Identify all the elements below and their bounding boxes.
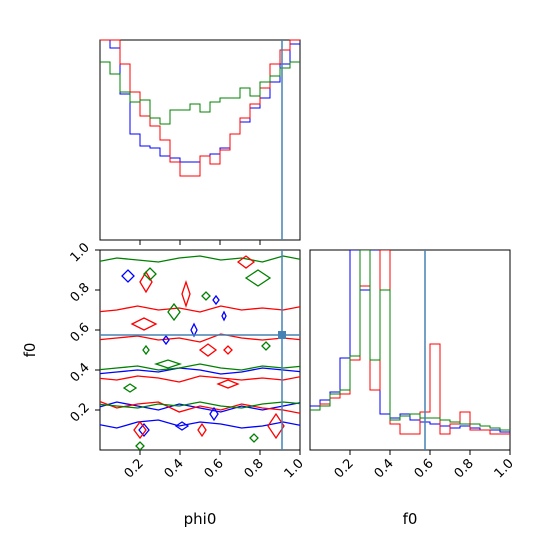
joint-yticks: 0.2 0.4 0.6 0.8 1.0 [68, 240, 100, 425]
joint-contour-band-5 [100, 333, 300, 343]
joint-contour-band-8 [100, 363, 300, 371]
phi0-histograms [100, 39, 300, 177]
phi0-x-tick-label-1: 0.4 [162, 456, 187, 481]
joint-contour-island-3 [162, 334, 170, 346]
phi0-x-tick-label-0: 0.2 [122, 456, 147, 481]
joint-contour-island-25 [153, 359, 183, 369]
phi0-x-tick-label-3: 0.8 [242, 456, 267, 481]
joint-contour-island-8 [139, 270, 153, 294]
joint-contour-island-6 [212, 294, 220, 306]
f0-y-tick-label-1: 0.4 [68, 360, 93, 385]
f0-x-tick-label-4: 1.0 [492, 456, 517, 481]
joint-xticks: 0.2 0.4 0.6 0.8 1.0 [122, 450, 307, 481]
f0-y-tick-label-3: 0.8 [68, 280, 93, 305]
f0-y-tick-label-0: 0.2 [68, 400, 93, 425]
joint-contour-island-18 [143, 267, 157, 281]
f0-x-tick-label-0: 0.2 [332, 456, 357, 481]
joint-contour-island-26 [142, 344, 150, 356]
phi0-hist-series-1 [100, 39, 300, 177]
joint-panel: 0.2 0.4 0.6 0.8 1.0 0.2 0.4 0.6 0.8 1.0 phi0 f0 [21, 240, 307, 528]
f0-x-tick-label-3: 0.8 [452, 456, 477, 481]
f0-histograms [310, 250, 510, 435]
joint-contour-island-10 [130, 317, 158, 331]
joint-contour-island-9 [181, 279, 191, 309]
joint-contour-island-17 [223, 345, 233, 355]
joint-contours [100, 255, 300, 450]
joint-contour-island-11 [236, 255, 256, 269]
f0-hist-series-2 [310, 250, 510, 431]
joint-contour-island-19 [201, 291, 211, 301]
joint-contour-band-9 [100, 255, 300, 263]
f0-axis-label-y: f0 [21, 343, 39, 358]
joint-contour-island-21 [167, 302, 181, 322]
joint-contour-island-14 [216, 379, 240, 389]
phi0-x-tick-label-2: 0.6 [202, 456, 227, 481]
joint-contour-island-4 [209, 406, 219, 422]
joint-contour-band-6 [100, 305, 300, 313]
joint-contour-island-13 [267, 412, 285, 440]
joint-contour-island-20 [244, 269, 272, 287]
joint-contour-island-15 [133, 420, 147, 440]
phi0-marginal-xticks [139, 240, 261, 245]
phi0-axis-label: phi0 [184, 510, 217, 528]
f0-xticks: 0.2 0.4 0.6 0.8 1.0 [332, 450, 517, 481]
f0-x-tick-label-2: 0.6 [412, 456, 437, 481]
phi0-x-tick-label-4: 1.0 [282, 456, 307, 481]
f0-marginal-panel: 0.2 0.4 0.6 0.8 1.0 f0 [309, 249, 517, 528]
phi0-marginal-frame [99, 39, 301, 241]
phi0-hist-series-2 [100, 61, 300, 125]
joint-contour-island-1 [221, 310, 227, 322]
joint-contour-island-24 [249, 433, 259, 443]
f0-axis-label-x: f0 [403, 510, 418, 528]
f0-y-tick-label-2: 0.6 [68, 320, 93, 345]
joint-truth-marker [278, 331, 286, 339]
joint-contour-island-0 [190, 322, 198, 338]
joint-contour-band-7 [100, 401, 300, 409]
joint-contour-band-4 [100, 375, 300, 383]
f0-y-tick-label-4: 1.0 [68, 240, 93, 265]
joint-contour-island-22 [122, 383, 138, 393]
joint-contour-band-1 [100, 367, 300, 375]
joint-contour-island-7 [174, 421, 190, 431]
f0-x-tick-label-1: 0.4 [372, 456, 397, 481]
phi0-marginal-panel [99, 39, 301, 245]
joint-contour-island-12 [198, 343, 218, 357]
joint-contour-island-2 [121, 269, 135, 283]
joint-contour-island-23 [135, 441, 145, 450]
joint-contour-island-27 [261, 341, 271, 351]
joint-contour-island-16 [197, 422, 207, 438]
joint-contour-band-3 [100, 400, 300, 414]
